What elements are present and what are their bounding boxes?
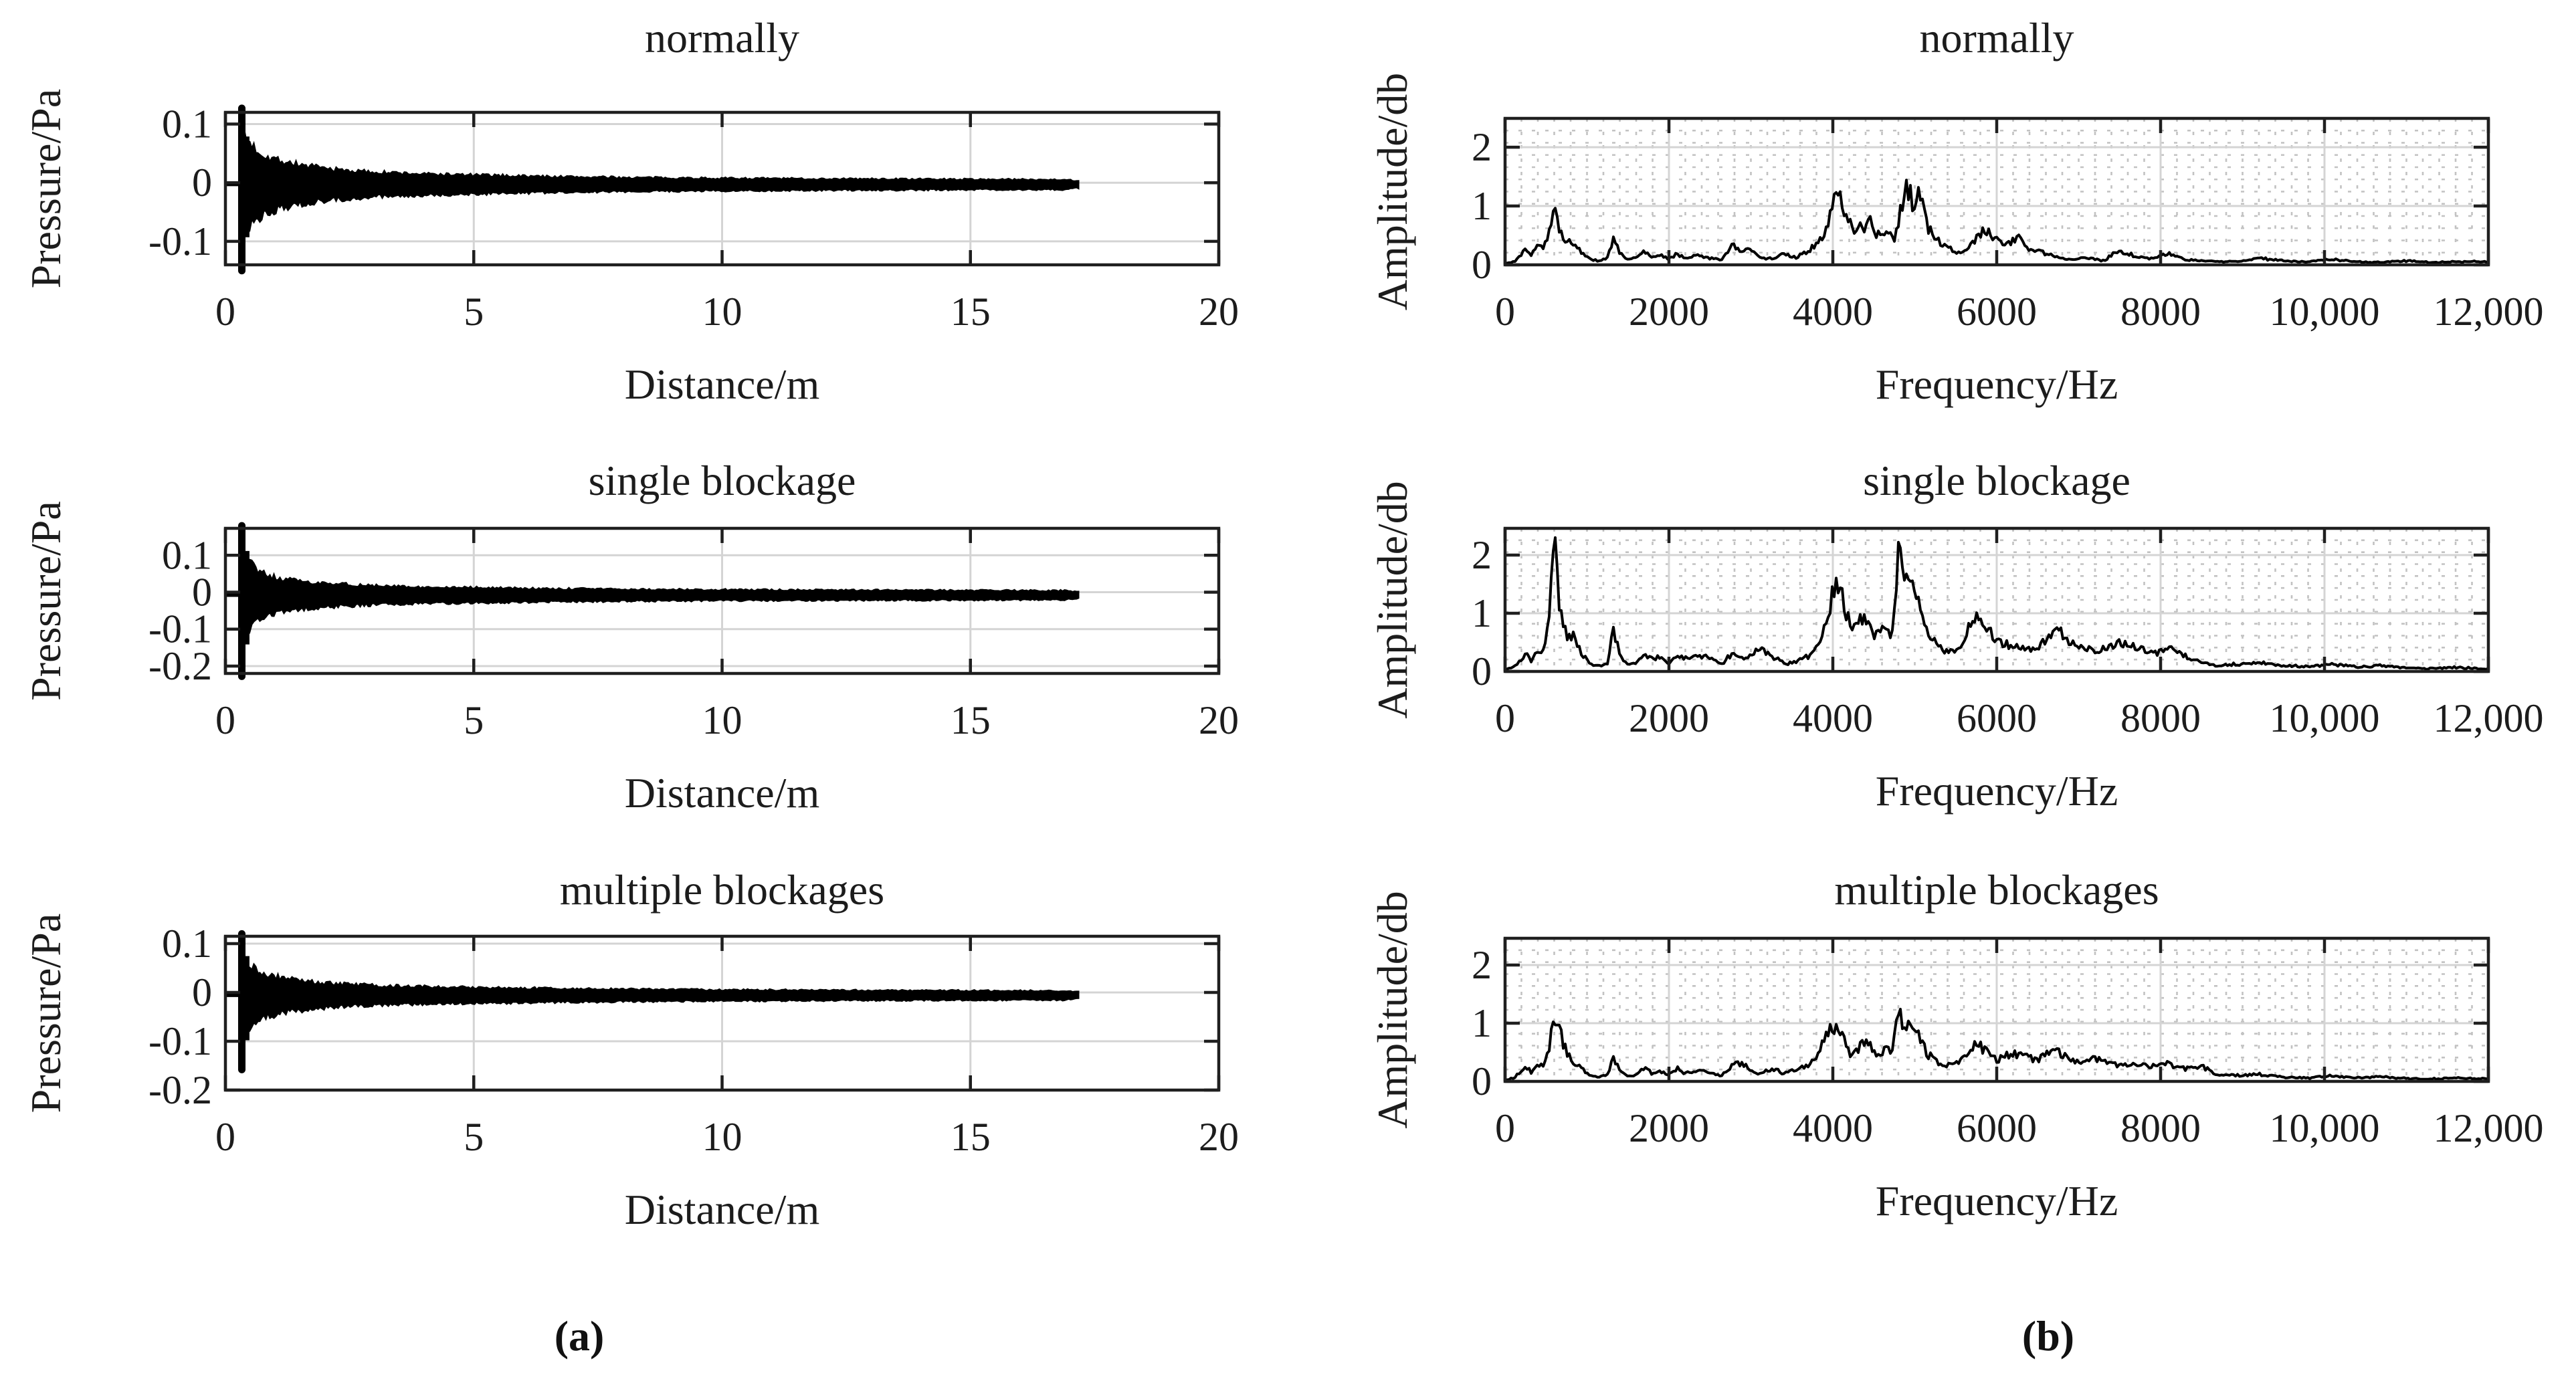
x-tick-label: 4000 [1793, 290, 1873, 334]
x-tick-label: 20 [1199, 290, 1239, 334]
x-tick-label: 10,000 [2270, 696, 2380, 740]
x-tick-label: 12,000 [2434, 290, 2544, 334]
y-tick-label: 0 [1472, 1059, 1492, 1103]
y-tick-label: 0 [1472, 243, 1492, 287]
y-tick-label: 1 [1472, 1001, 1492, 1045]
x-tick-label: 20 [1199, 698, 1239, 742]
x-tick-label: 0 [215, 1115, 235, 1159]
y-tick-label: 0.1 [162, 533, 212, 577]
tick-marks [223, 936, 1221, 1092]
x-tick-label: 15 [951, 290, 991, 334]
caption-b: (b) [2021, 1312, 2075, 1360]
y-tick-label: 2 [1472, 533, 1492, 577]
signal-band [241, 546, 1080, 642]
tick-marks [223, 112, 1221, 265]
caption-a: (a) [554, 1312, 605, 1360]
x-tick-label: 20 [1199, 1115, 1239, 1159]
y-tick-label: 0 [192, 161, 212, 205]
chart-spectrum-multiple-blockages: 0 2000 4000 6000 8000 10,000 12,000 0 1 2 multiple… [1369, 866, 2544, 1225]
y-tick-label: 2 [1472, 943, 1492, 987]
x-tick-label: 8000 [2120, 1106, 2201, 1150]
x-tick-label: 5 [464, 698, 484, 742]
x-axis-label: Distance/m [625, 769, 819, 817]
chart-waveform-normally: 0 5 10 15 200.10-0.1normallyDistance/mPressu… [22, 14, 1239, 408]
major-grid [1505, 528, 2488, 671]
y-tick-label: 0 [1472, 649, 1492, 694]
x-tick-label: 8000 [2120, 290, 2201, 334]
y-axis-label: Pressure/Pa [22, 501, 70, 701]
x-tick-label: 0 [1495, 290, 1515, 334]
x-axis-label: Distance/m [625, 360, 819, 408]
x-tick-label: 10 [702, 290, 742, 334]
plot-title: multiple blockages [1834, 866, 2159, 914]
tick-marks [1503, 118, 2490, 267]
y-tick-label: -0.1 [148, 1019, 212, 1063]
y-tick-label: 0.1 [162, 922, 212, 966]
major-grid [1505, 938, 2488, 1081]
x-axis-label: Distance/m [625, 1186, 819, 1233]
y-tick-label: -0.1 [148, 219, 212, 263]
y-axis-label: Amplitude/db [1369, 891, 1416, 1129]
major-grid [1505, 118, 2488, 265]
x-tick-label: 4000 [1793, 696, 1873, 740]
signal-band [241, 955, 1080, 1048]
x-tick-label: 4000 [1793, 1106, 1873, 1150]
x-tick-label: 6000 [1957, 696, 2037, 740]
x-tick-label: 0 [215, 698, 235, 742]
tick-marks [1503, 528, 2490, 673]
plot-title: multiple blockages [560, 866, 884, 914]
x-tick-label: 10 [702, 1115, 742, 1159]
y-axis-label: Amplitude/db [1369, 481, 1416, 719]
x-tick-label: 10 [702, 698, 742, 742]
plot-title: normally [1919, 14, 2074, 62]
y-tick-label: 2 [1472, 125, 1492, 169]
y-tick-label: 0 [192, 570, 212, 615]
x-tick-label: 6000 [1957, 290, 2037, 334]
x-tick-label: 2000 [1629, 290, 1709, 334]
y-tick-label: -0.1 [148, 607, 212, 651]
y-tick-label: -0.2 [148, 1068, 212, 1112]
x-tick-label: 0 [1495, 1106, 1515, 1150]
plot-title: normally [645, 14, 799, 62]
x-tick-label: 0 [1495, 696, 1515, 740]
tick-marks [1503, 938, 2490, 1083]
x-tick-label: 8000 [2120, 696, 2201, 740]
signal-band [241, 126, 1080, 238]
x-tick-label: 2000 [1629, 1106, 1709, 1150]
y-axis-label: Pressure/Pa [22, 914, 70, 1113]
y-axis-label: Amplitude/db [1369, 73, 1416, 311]
x-tick-label: 12,000 [2434, 1106, 2544, 1150]
x-tick-label: 5 [464, 290, 484, 334]
x-axis-label: Frequency/Hz [1876, 767, 2118, 815]
chart-spectrum-single-blockage: 0 2000 4000 6000 8000 10,000 12,000 0 1 2 single b… [1369, 457, 2544, 815]
x-tick-label: 12,000 [2434, 696, 2544, 740]
y-tick-label: 0.1 [162, 102, 212, 146]
y-tick-label: -0.2 [148, 644, 212, 688]
y-tick-label: 1 [1472, 591, 1492, 635]
chart-spectrum-normally: 0 2000 4000 6000 8000 10,000 12,000 0 1 2 normally… [1369, 14, 2544, 408]
y-axis-label: Pressure/Pa [22, 89, 70, 289]
y-tick-label: 0 [192, 970, 212, 1015]
x-tick-label: 5 [464, 1115, 484, 1159]
x-tick-label: 2000 [1629, 696, 1709, 740]
plot-title: single blockage [589, 457, 856, 504]
x-tick-label: 15 [951, 698, 991, 742]
y-tick-label: 1 [1472, 184, 1492, 228]
x-axis-label: Frequency/Hz [1876, 1177, 2118, 1225]
x-tick-label: 6000 [1957, 1106, 2037, 1150]
x-tick-label: 10,000 [2270, 1106, 2380, 1150]
x-tick-label: 15 [951, 1115, 991, 1159]
major-grid [225, 936, 1219, 1090]
x-axis-label: Frequency/Hz [1876, 360, 2118, 408]
x-tick-label: 0 [215, 290, 235, 334]
tick-marks [223, 528, 1221, 673]
plot-title: single blockage [1863, 457, 2131, 504]
x-tick-label: 10,000 [2270, 290, 2380, 334]
